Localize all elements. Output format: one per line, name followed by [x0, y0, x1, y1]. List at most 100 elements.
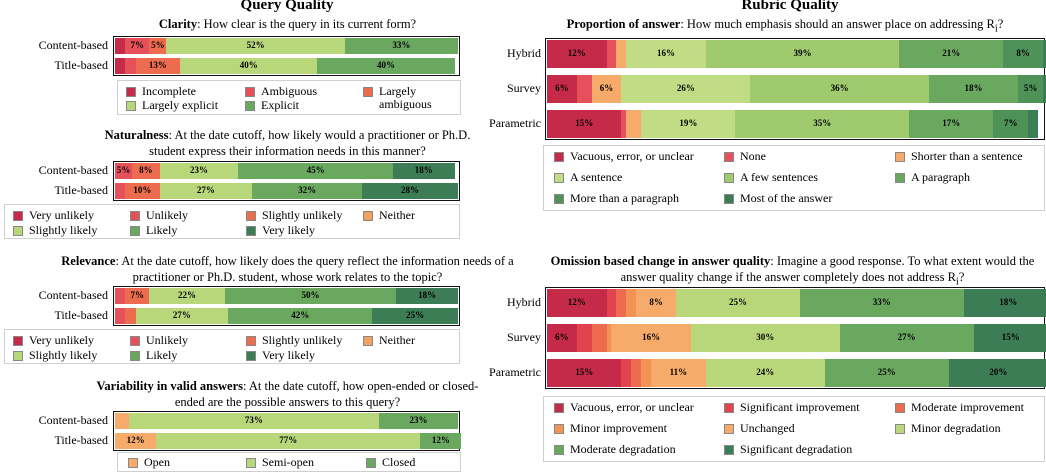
- proportion-legend-swatch: [895, 173, 905, 183]
- proportion-bar-segment: [626, 40, 706, 68]
- omission-legend-item: Minor degradation: [895, 422, 1040, 435]
- clarity-legend-item: Ambiguous: [245, 85, 359, 98]
- relevance-title: Relevance: At the date cutoff, how likel…: [60, 253, 515, 285]
- proportion-legend-label: A paragraph: [911, 170, 970, 184]
- naturalness-frame: [113, 161, 460, 201]
- relevance-legend-item: Slightly likely: [13, 349, 126, 362]
- omission-bar-segment: [651, 359, 706, 387]
- naturalness-bar-segment: [132, 163, 160, 179]
- relevance-legend-swatch: [13, 351, 23, 361]
- proportion-title-text: : How much emphasis should an answer pla…: [680, 17, 995, 31]
- omission-legend-swatch: [895, 403, 905, 413]
- relevance-legend-swatch: [130, 336, 140, 346]
- omission-bar-segment: [824, 359, 949, 387]
- variability-legend-item: Closed: [366, 456, 456, 469]
- proportion-bar-segment: [1018, 75, 1043, 103]
- omission-bar-segment: [606, 289, 617, 317]
- clarity-bar-segment: [135, 58, 181, 74]
- proportion-bar-segment: [547, 75, 577, 103]
- naturalness-category-label: Title-based: [54, 183, 108, 197]
- omission-legend-item: Moderate improvement: [895, 401, 1040, 414]
- variability-legend-item: Semi-open: [246, 456, 362, 469]
- omission-title-end: ?: [958, 270, 965, 284]
- omission-bar-segment: [641, 359, 652, 387]
- omission-legend-label: Minor degradation: [911, 421, 1001, 435]
- omission-title: Omission based change in answer quality:…: [540, 253, 1045, 291]
- omission-title-sub: i: [955, 276, 959, 288]
- proportion-bar-segment: [909, 110, 994, 138]
- variability-bar-segment: [156, 433, 421, 449]
- omission-bar-segment: [963, 289, 1046, 317]
- relevance-frame: [113, 286, 460, 326]
- proportion-legend-label: Vacuous, error, or unclear: [570, 149, 694, 163]
- relevance-legend-item: Likely: [130, 349, 242, 362]
- omission-category-label: Survey: [507, 330, 541, 344]
- omission-legend-label: Moderate improvement: [911, 400, 1024, 414]
- clarity-legend-swatch: [245, 87, 255, 97]
- naturalness-legend-item: Slightly likely: [13, 224, 126, 237]
- naturalness-bar-segment: [159, 183, 253, 199]
- omission-bar-segment: [799, 289, 964, 317]
- relevance-legend-label: Slightly unlikely: [262, 333, 343, 347]
- proportion-bar-segment: [591, 75, 622, 103]
- omission-legend-label: Unchanged: [740, 421, 795, 435]
- omission-bar-segment: [973, 324, 1046, 352]
- omission-legend-item: Vacuous, error, or unclear: [554, 401, 720, 414]
- naturalness-legend-swatch: [13, 211, 23, 221]
- omission-bar-segment: [616, 289, 627, 317]
- omission-category-label: Hybrid: [507, 295, 541, 309]
- clarity-bar-segment: [344, 38, 458, 54]
- relevance-title-bold: Relevance: [61, 254, 116, 268]
- clarity-legend-item: Largely explicit: [126, 99, 241, 112]
- variability-legend-label: Semi-open: [262, 455, 314, 469]
- omission-bar-segment: [948, 359, 1046, 387]
- proportion-bar-segment: [1003, 40, 1043, 68]
- relevance-bar-segment: [228, 308, 373, 324]
- proportion-bar-segment: [705, 40, 900, 68]
- variability-legend-swatch: [128, 458, 138, 468]
- relevance-legend-label: Very unlikely: [29, 333, 94, 347]
- omission-bar-segment: [611, 324, 691, 352]
- naturalness-bar-segment: [115, 163, 133, 179]
- variability-legend-item: Open: [128, 456, 242, 469]
- relevance-bar-segment: [372, 308, 458, 324]
- clarity-bar-segment: [115, 58, 126, 74]
- variability-bar-segment: [115, 433, 157, 449]
- naturalness-legend-swatch: [363, 211, 373, 221]
- clarity-legend-label: Incomplete: [142, 84, 196, 98]
- variability-category-label: Content-based: [38, 413, 108, 427]
- clarity-legend-label: Largely explicit: [142, 98, 219, 112]
- proportion-legend-item: None: [724, 150, 891, 163]
- proportion-legend-swatch: [724, 152, 734, 162]
- naturalness-bar-segment: [238, 163, 393, 179]
- relevance-bar-segment: [115, 288, 126, 304]
- omission-legend-swatch: [724, 445, 734, 455]
- naturalness-legend: Very unlikely Unlikely Slightly unlikely Ne…: [4, 204, 460, 239]
- naturalness-legend-swatch: [246, 226, 256, 236]
- relevance-legend-item: Very unlikely: [13, 334, 126, 347]
- clarity-bar-segment: [125, 58, 136, 74]
- proportion-legend-item: Vacuous, error, or unclear: [554, 150, 720, 163]
- naturalness-title-bold: Naturalness: [104, 128, 169, 142]
- omission-legend-swatch: [554, 424, 564, 434]
- clarity-bar-segment: [180, 58, 318, 74]
- proportion-bar-segment: [606, 40, 617, 68]
- naturalness-title: Naturalness: At the date cutoff, how lik…: [100, 127, 475, 159]
- proportion-category-label: Survey: [507, 81, 541, 95]
- omission-legend-label: Minor improvement: [570, 421, 667, 435]
- proportion-legend-swatch: [554, 173, 564, 183]
- proportion-legend-item: More than a paragraph: [554, 192, 720, 205]
- relevance-legend-item: Neither: [363, 334, 455, 347]
- proportion-legend-label: None: [740, 149, 766, 163]
- clarity-title: Clarity: How clear is the query in its c…: [60, 16, 515, 32]
- variability-title-bold: Variability in valid answers: [96, 379, 243, 393]
- proportion-title-bold: Proportion of answer: [566, 17, 681, 31]
- relevance-category-label: Title-based: [54, 308, 108, 322]
- naturalness-legend-item: Likely: [130, 224, 242, 237]
- naturalness-legend-item: Unlikely: [130, 209, 242, 222]
- proportion-legend-label: Shorter than a sentence: [911, 149, 1023, 163]
- proportion-legend-label: A few sentences: [740, 170, 818, 184]
- proportion-legend-swatch: [895, 152, 905, 162]
- naturalness-legend-swatch: [130, 226, 140, 236]
- relevance-legend-swatch: [246, 351, 256, 361]
